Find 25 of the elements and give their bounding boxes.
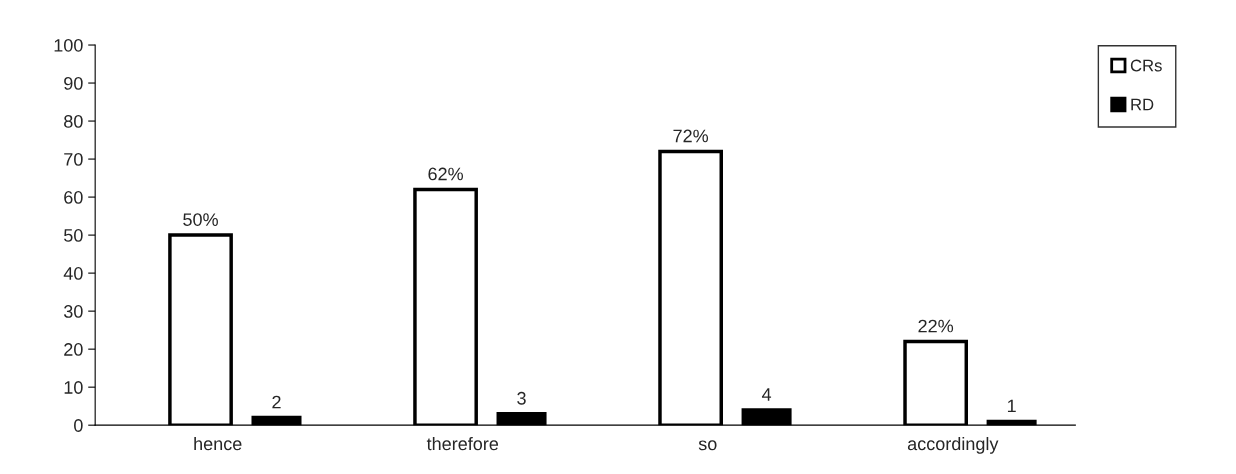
data-label: 72% bbox=[673, 129, 709, 143]
data-label: 2 bbox=[272, 395, 281, 409]
x-tick-label: accordingly bbox=[907, 436, 999, 454]
y-tick-label: 60 bbox=[64, 191, 83, 204]
y-tick-label: 20 bbox=[64, 343, 83, 356]
y-tick-label: 30 bbox=[63, 305, 83, 318]
data-label: 50% bbox=[183, 213, 218, 226]
y-tick-label: 0 bbox=[74, 419, 83, 432]
y-tick-label: 70 bbox=[64, 153, 83, 166]
data-label: 22% bbox=[918, 319, 954, 333]
x-tick-label: hence bbox=[194, 436, 242, 451]
legend-label: CRs bbox=[1130, 59, 1162, 72]
y-tick-label: 50 bbox=[64, 229, 83, 242]
y-tick-label: 90 bbox=[64, 76, 83, 90]
data-label: 3 bbox=[517, 391, 526, 405]
legend-label: RD bbox=[1131, 98, 1154, 111]
y-tick-label: 100 bbox=[54, 38, 83, 52]
x-tick-label: therefore bbox=[426, 436, 499, 451]
data-label: 1 bbox=[1007, 399, 1016, 413]
data-label: 62% bbox=[428, 167, 463, 181]
data-label: 4 bbox=[761, 388, 772, 401]
y-tick-label: 40 bbox=[63, 267, 83, 280]
y-tick-label: 80 bbox=[64, 114, 83, 128]
y-tick-label: 10 bbox=[64, 381, 83, 394]
x-tick-label: so bbox=[698, 440, 717, 451]
